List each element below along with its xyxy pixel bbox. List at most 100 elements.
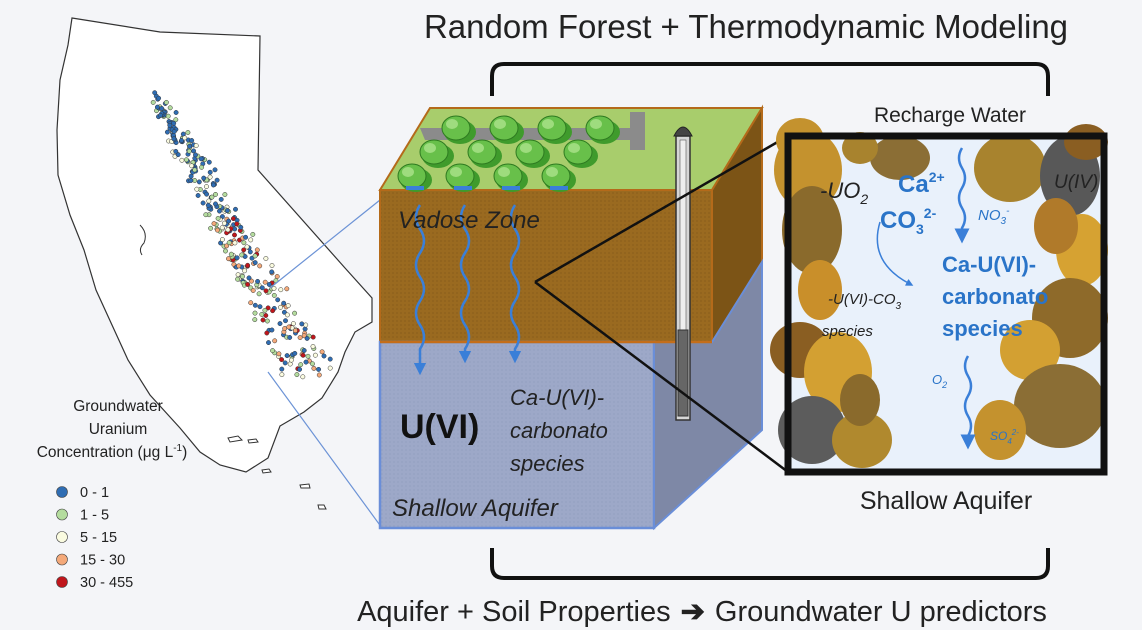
sample-point	[234, 255, 240, 261]
sample-point	[260, 317, 266, 323]
sample-point	[245, 281, 251, 287]
uo2-label: -UO2	[820, 178, 868, 207]
sample-point	[205, 202, 211, 208]
sample-point	[316, 372, 322, 378]
sample-point	[173, 110, 179, 115]
uvi-species-label: species	[822, 323, 873, 340]
sample-point	[219, 225, 225, 231]
sample-point	[150, 99, 156, 105]
legend-swatch	[56, 508, 68, 521]
sample-point	[208, 225, 214, 231]
sample-point	[266, 282, 272, 287]
legend-swatch	[56, 531, 68, 543]
sample-point	[271, 285, 277, 291]
sediment-grain	[1014, 364, 1106, 448]
monitoring-well	[673, 126, 693, 421]
channel-islands	[227, 435, 327, 510]
sample-point	[297, 335, 303, 341]
sample-point	[239, 252, 245, 258]
sample-point	[226, 240, 232, 246]
sample-point	[266, 340, 271, 346]
sample-point	[246, 275, 252, 281]
sample-point	[186, 148, 192, 154]
sample-point	[294, 372, 300, 378]
recharge-arrow	[954, 147, 970, 244]
sample-point	[252, 317, 258, 323]
sample-point	[159, 106, 165, 111]
sediment-grain	[782, 186, 842, 274]
sample-point	[171, 136, 177, 142]
sample-point	[200, 200, 206, 206]
sample-point	[281, 300, 287, 306]
sample-point	[252, 310, 258, 316]
irrigation-line	[550, 186, 568, 190]
legend: Groundwater Uranium Concentration (μg L-…	[37, 398, 188, 591]
sample-point	[297, 366, 303, 372]
infiltration-arrow-1	[413, 204, 427, 376]
carbonate-sup: 2-	[924, 205, 937, 221]
crop-plant	[489, 115, 524, 144]
downward-flow-arrow	[960, 355, 976, 450]
sample-point	[213, 191, 218, 197]
sample-point	[250, 288, 256, 293]
sample-point	[206, 159, 212, 165]
sample-point	[254, 247, 260, 253]
sample-point	[198, 156, 204, 162]
sample-point	[263, 288, 269, 294]
sample-point	[252, 260, 258, 266]
irrigation-line	[406, 186, 424, 190]
infiltration-arrow-2	[458, 204, 472, 364]
sample-point	[223, 248, 228, 254]
road-branch	[630, 112, 645, 150]
sample-point	[193, 143, 199, 149]
sample-point	[279, 357, 285, 363]
legend-item: 30 - 455	[56, 575, 133, 591]
sample-point	[238, 224, 244, 230]
calcium-sup: 2+	[929, 169, 945, 185]
sample-point	[269, 263, 275, 268]
sediment-grains	[770, 118, 1108, 468]
legend-item: 1 - 5	[56, 508, 109, 524]
sample-point	[165, 113, 171, 119]
sediment-grain	[974, 400, 1026, 460]
zoom-species-line3: species	[942, 316, 1023, 341]
zoom-species-line1: Ca-U(VI)-	[942, 252, 1036, 277]
sample-point	[299, 321, 305, 327]
sample-point	[185, 130, 191, 135]
carbonate-label: CO32-	[880, 205, 937, 237]
nitrate-label: NO3-	[978, 206, 1010, 227]
sample-point	[206, 198, 212, 204]
sample-point	[210, 182, 216, 188]
caption-right: Groundwater U predictors	[715, 596, 1047, 628]
crop-plant	[537, 115, 572, 144]
sample-point	[182, 135, 188, 141]
recharge-water-label: Recharge Water	[874, 104, 1026, 127]
sample-point	[225, 227, 231, 233]
sample-point	[257, 304, 263, 310]
sample-point	[300, 352, 306, 358]
sediment-grain	[974, 134, 1046, 202]
uvi-label: U(VI)	[400, 408, 479, 446]
sample-point	[173, 117, 179, 123]
legend-label: 1 - 5	[80, 508, 109, 524]
sample-point	[252, 253, 258, 259]
sample-point	[192, 167, 198, 173]
sample-point	[249, 278, 254, 284]
sample-point	[284, 286, 290, 292]
uvi-co3-sub: 3	[896, 301, 902, 312]
carbonate-sub: 3	[916, 221, 924, 237]
crop-plant	[441, 115, 476, 144]
sample-point	[245, 262, 251, 268]
sample-point	[301, 348, 307, 353]
sample-point	[183, 157, 189, 163]
oxygen-main: O	[932, 372, 942, 387]
sample-point	[187, 143, 193, 149]
sample-point	[241, 240, 247, 246]
sulfate-sub: 4	[1007, 437, 1012, 446]
sample-point	[286, 324, 292, 330]
infiltration-arrow-3	[508, 204, 522, 364]
sample-point	[270, 308, 276, 314]
sample-point	[259, 311, 265, 317]
sample-point	[285, 303, 291, 309]
